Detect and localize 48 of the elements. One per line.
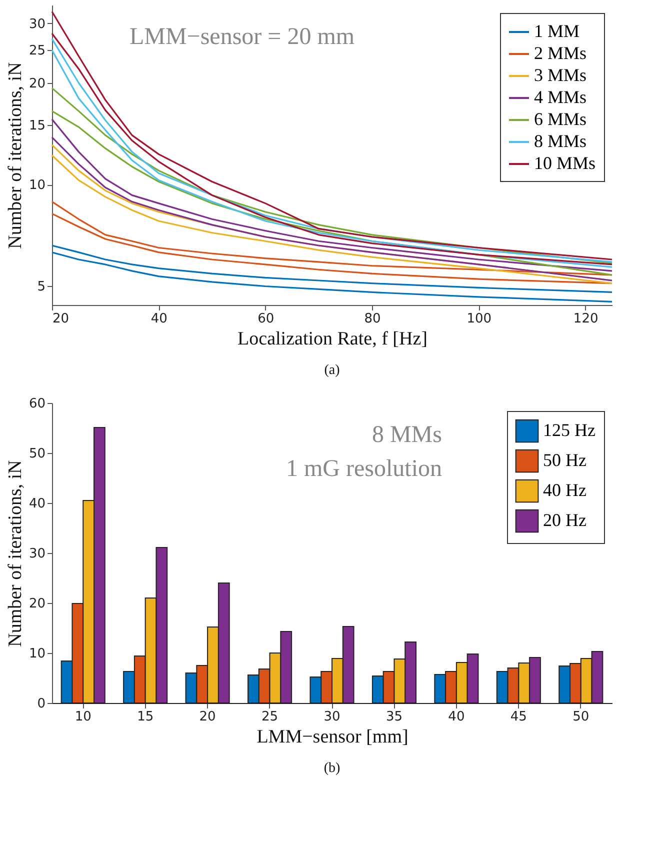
x-tick-label: 45 [510, 710, 527, 724]
x-tick-label: 15 [137, 710, 154, 724]
y-tick-label: 20 [28, 76, 46, 92]
y-tick-label: 15 [28, 118, 46, 134]
legend-label: 8 MMs [534, 131, 587, 151]
legend-label: 2 MMs [534, 43, 587, 63]
x-tick-label: 20 [199, 710, 216, 724]
y-tick-label: 10 [28, 646, 46, 662]
y-tick-label: 60 [28, 396, 46, 412]
annotation: 8 MMs [372, 422, 442, 448]
annotation: LMM−sensor = 20 mm [129, 24, 355, 50]
legend-label: 20 Hz [543, 510, 586, 530]
x-tick-label: 120 [573, 312, 598, 326]
x-tick-label: 50 [572, 710, 590, 724]
y-axis-title: Number of iterations, iN [4, 460, 26, 647]
legend-label: 10 MMs [534, 153, 596, 173]
y-tick-label: 40 [28, 496, 46, 512]
y-tick-label: 10 [28, 178, 46, 194]
legend-label: 3 MMs [534, 65, 587, 85]
y-tick-label: 20 [28, 596, 46, 612]
x-tick-label: 100 [466, 312, 492, 326]
y-axis-title: Number of iterations, iN [4, 62, 26, 249]
y-tick-label: 25 [28, 44, 46, 59]
x-axis-title: LMM−sensor [mm] [256, 726, 408, 748]
text: (b) [324, 761, 340, 776]
legend-label: 50 Hz [543, 450, 586, 470]
x-tick-label: 10 [74, 710, 92, 724]
legend-label: 125 Hz [543, 420, 596, 440]
x-tick-label: 20 [52, 312, 70, 326]
y-tick-label: 30 [28, 546, 46, 562]
x-tick-label: 80 [364, 312, 381, 326]
x-tick-label: 60 [258, 312, 274, 326]
y-tick-label: 0 [37, 696, 46, 712]
x-tick-label: 25 [262, 710, 278, 724]
x-tick-label: 30 [324, 710, 340, 724]
x-axis-title: Localization Rate, f [Hz] [238, 328, 428, 350]
legend-label: 1 MM [534, 21, 580, 41]
annotation: 1 mG resolution [286, 456, 442, 482]
legend-label: 6 MMs [534, 109, 587, 129]
legend-label: 40 Hz [543, 480, 586, 500]
y-tick-label: 5 [37, 280, 46, 295]
y-tick-label: 30 [28, 16, 46, 32]
legend-label: 4 MMs [534, 87, 587, 107]
x-tick-label: 40 [150, 312, 168, 326]
x-tick-label: 35 [386, 710, 402, 724]
x-tick-label: 40 [448, 710, 465, 724]
text: (a) [324, 363, 340, 378]
y-tick-label: 50 [28, 446, 46, 462]
